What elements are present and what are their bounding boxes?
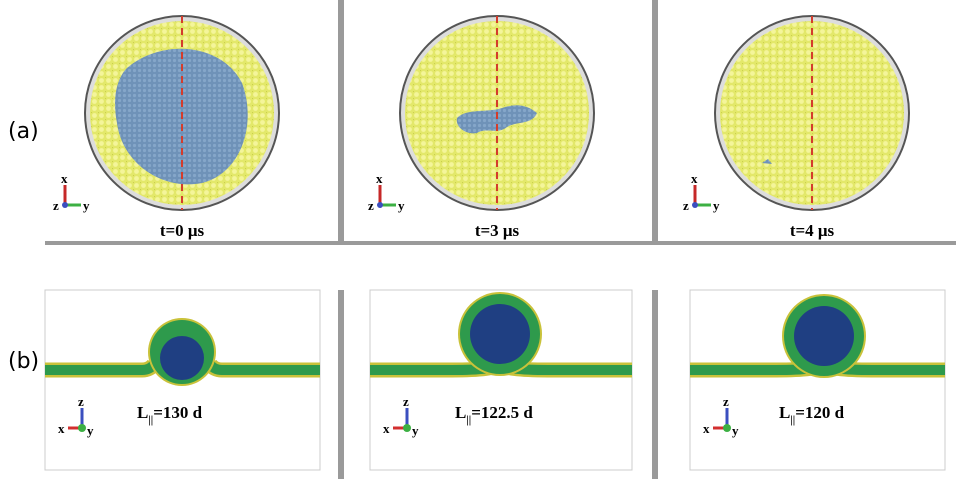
- caption: t=0 μs: [160, 221, 205, 240]
- axis-label: z: [53, 198, 59, 213]
- axis-label: y: [398, 198, 405, 213]
- axis-label: z: [78, 394, 84, 409]
- axis-label: x: [691, 171, 698, 186]
- axis-label: y: [732, 423, 739, 438]
- axis-label: z: [368, 198, 374, 213]
- separator: [652, 290, 658, 479]
- axis-label: x: [61, 171, 68, 186]
- axis-label: y: [83, 198, 90, 213]
- axis-label: z: [683, 198, 689, 213]
- bud-core: [794, 306, 854, 366]
- axis-label: x: [58, 421, 65, 436]
- caption-part: =130 d: [153, 403, 202, 422]
- bud-core: [470, 304, 530, 364]
- row-label: (b): [8, 349, 39, 374]
- axis-label: y: [412, 423, 419, 438]
- axis-label: z: [403, 394, 409, 409]
- axis-label: y: [713, 198, 720, 213]
- axis-dot: [78, 424, 86, 432]
- axis-dot: [403, 424, 411, 432]
- bud-core: [160, 336, 204, 380]
- row-label: (a): [8, 119, 39, 144]
- caption: L||=130 d: [137, 403, 203, 426]
- figure: (a) (b) xzyt=0 μsxzyt=3 μsxzyt=4 μszxyL|…: [0, 0, 956, 479]
- caption-part: L: [779, 403, 790, 422]
- axis-label: x: [376, 171, 383, 186]
- caption-part: L: [455, 403, 466, 422]
- axis-label: x: [383, 421, 390, 436]
- caption-part: =120 d: [795, 403, 844, 422]
- separator: [45, 241, 956, 245]
- axis-dot: [377, 202, 383, 208]
- caption: t=4 μs: [790, 221, 835, 240]
- axis-dot: [723, 424, 731, 432]
- axis-label: x: [703, 421, 710, 436]
- separator: [652, 0, 658, 243]
- caption: L||=120 d: [779, 403, 845, 426]
- axis-label: y: [87, 423, 94, 438]
- separator: [338, 290, 344, 479]
- caption-part: L: [137, 403, 148, 422]
- axis-label: z: [723, 394, 729, 409]
- caption: t=3 μs: [475, 221, 520, 240]
- separator: [338, 0, 344, 243]
- axis-dot: [692, 202, 698, 208]
- caption: L||=122.5 d: [455, 403, 533, 426]
- axis-dot: [62, 202, 68, 208]
- caption-part: =122.5 d: [471, 403, 533, 422]
